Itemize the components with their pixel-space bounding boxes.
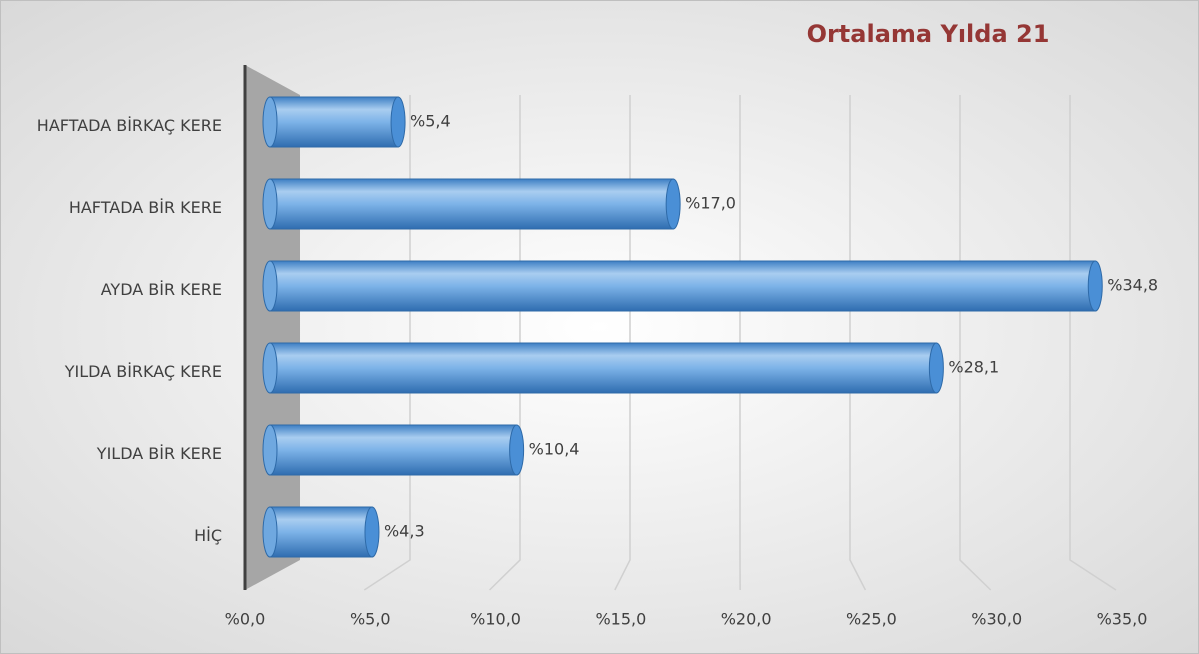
bar <box>269 260 1096 312</box>
data-label: %10,4 <box>529 440 580 459</box>
grid-line <box>614 95 631 591</box>
bar <box>269 506 373 558</box>
x-tick-label: %25,0 <box>846 610 897 629</box>
y-tick-label: AYDA BİR KERE <box>100 280 222 299</box>
bar-start-cap <box>262 96 278 148</box>
bar-start-cap <box>262 342 278 394</box>
grid-line <box>959 95 992 591</box>
bar-start-cap <box>262 178 278 230</box>
bar <box>269 178 674 230</box>
chart-title: Ortalama Yılda 21 <box>807 20 1050 48</box>
bar-start-cap <box>262 506 278 558</box>
y-tick-label: YILDA BİRKAÇ KERE <box>64 362 222 381</box>
data-label: %4,3 <box>384 522 425 541</box>
bar-end-cap <box>364 506 380 558</box>
bar <box>269 424 518 476</box>
grid-line <box>849 95 867 591</box>
bar-end-cap <box>509 424 525 476</box>
data-label: %5,4 <box>410 112 451 131</box>
data-label: %28,1 <box>948 358 999 377</box>
y-tick-label: HAFTADA BİRKAÇ KERE <box>36 116 222 135</box>
y-tick-label: HİÇ <box>194 526 222 545</box>
grid-line <box>363 95 411 591</box>
bar-start-cap <box>262 260 278 312</box>
data-label: %17,0 <box>685 194 736 213</box>
bar <box>269 96 399 148</box>
bar-start-cap <box>262 424 278 476</box>
bar-end-cap <box>928 342 944 394</box>
x-tick-label: %0,0 <box>225 610 266 629</box>
x-tick-label: %15,0 <box>595 610 646 629</box>
grid-line <box>489 95 521 591</box>
x-tick-label: %30,0 <box>971 610 1022 629</box>
y-tick-label: YILDA BİR KERE <box>96 444 222 463</box>
x-tick-label: %20,0 <box>721 610 772 629</box>
y-tick-label: HAFTADA BİR KERE <box>68 198 222 217</box>
data-label: %34,8 <box>1107 276 1158 295</box>
bar-end-cap <box>1087 260 1103 312</box>
x-tick-label: %5,0 <box>350 610 391 629</box>
x-tick-label: %10,0 <box>470 610 521 629</box>
bar <box>269 342 937 394</box>
grid-line <box>1069 95 1117 591</box>
bar-end-cap <box>665 178 681 230</box>
bar-end-cap <box>390 96 406 148</box>
x-tick-label: %35,0 <box>1097 610 1148 629</box>
